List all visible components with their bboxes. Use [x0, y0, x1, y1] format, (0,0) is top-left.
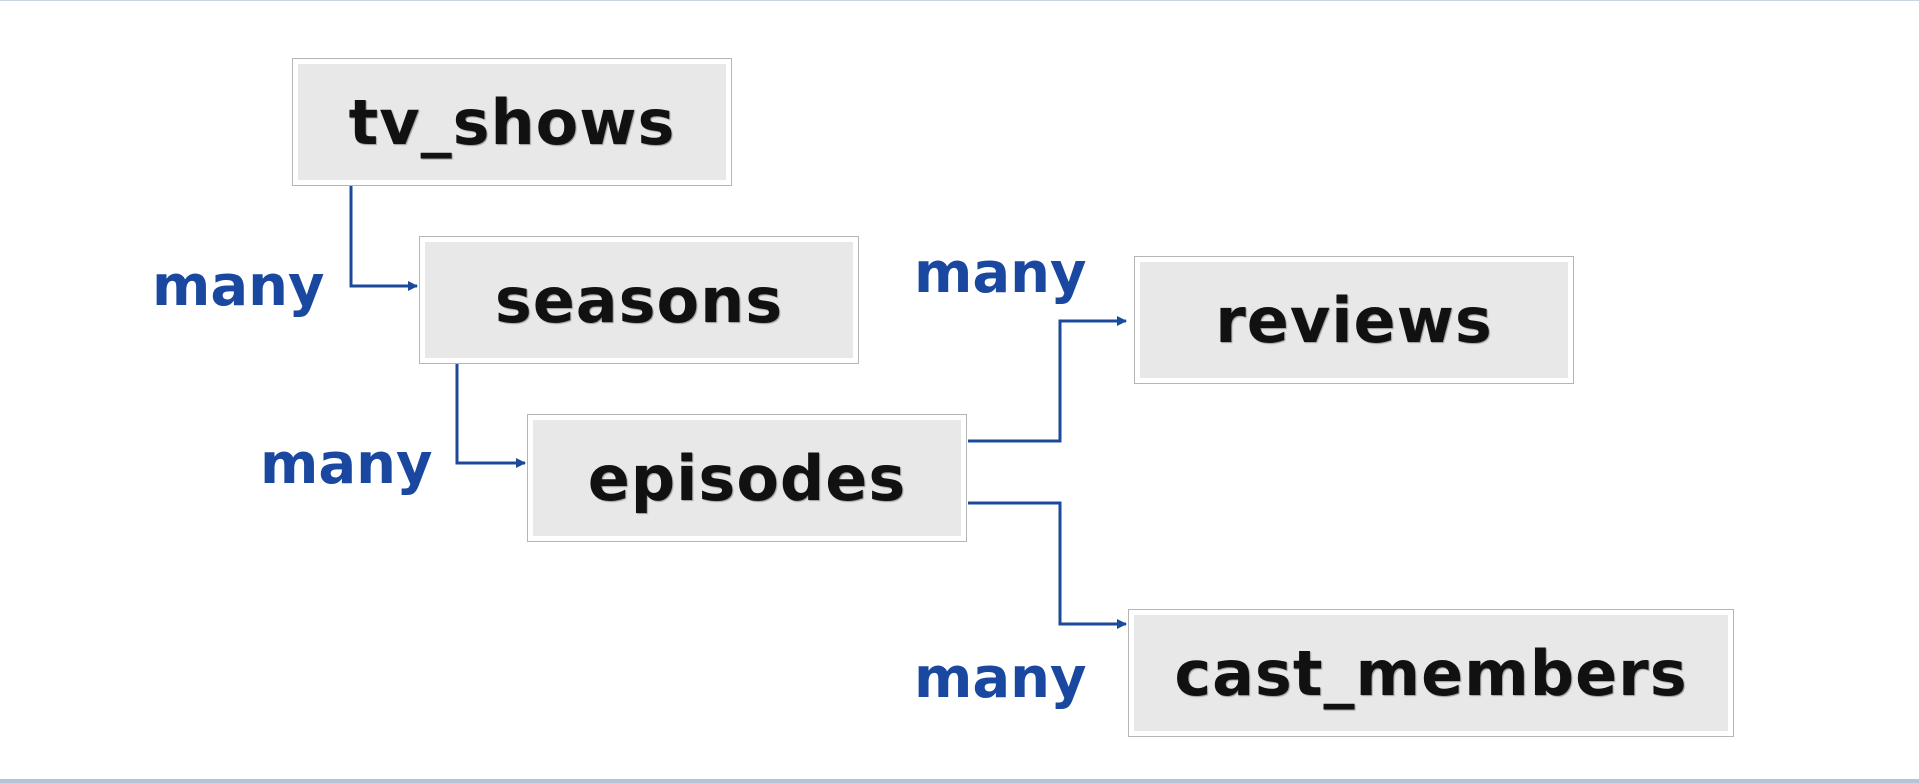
- node-episodes-label: episodes: [533, 420, 961, 536]
- connector-episodes-reviews: [968, 316, 1127, 443]
- label-many-episodes-cast-members: many: [914, 646, 1087, 711]
- label-many-seasons-episodes: many: [260, 432, 433, 497]
- label-many-episodes-reviews: many: [914, 241, 1087, 306]
- connector-episodes-cast-members: [968, 501, 1127, 629]
- node-seasons-label: seasons: [425, 242, 853, 358]
- node-tv-shows-label: tv_shows: [298, 64, 726, 180]
- node-episodes: episodes: [527, 414, 967, 542]
- node-cast-members: cast_members: [1128, 609, 1734, 737]
- connector-seasons-episodes: [455, 363, 526, 468]
- node-cast-members-label: cast_members: [1134, 615, 1728, 731]
- node-seasons: seasons: [419, 236, 859, 364]
- connector-tv-shows-seasons: [349, 186, 418, 291]
- node-reviews-label: reviews: [1140, 262, 1568, 378]
- node-reviews: reviews: [1134, 256, 1574, 384]
- node-tv-shows: tv_shows: [292, 58, 732, 186]
- label-many-tv-shows-seasons: many: [152, 254, 325, 319]
